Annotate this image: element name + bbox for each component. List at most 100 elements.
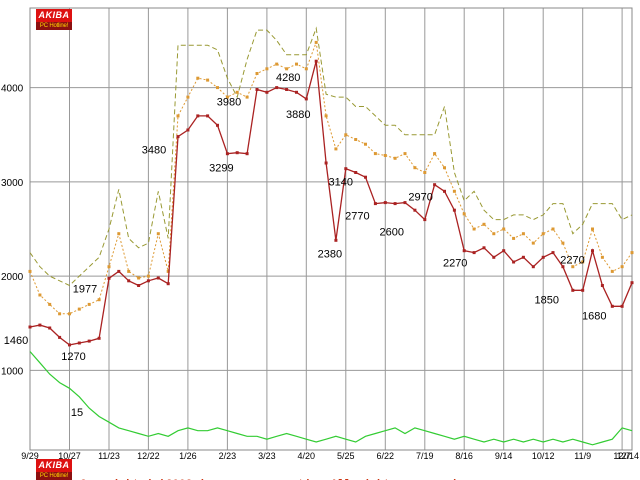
solid-red-line-marker	[373, 202, 377, 206]
dotted-orange-line-marker	[403, 152, 407, 156]
point-label: 4280	[276, 72, 300, 84]
y-tick-label: 2000	[1, 272, 24, 283]
solid-red-line-marker	[97, 336, 101, 340]
dotted-orange-line-marker	[492, 232, 496, 236]
dotted-orange-line-marker	[334, 147, 338, 151]
solid-red-line-marker	[68, 343, 71, 347]
x-tick-label: 9/14	[495, 451, 513, 461]
solid-red-line-marker	[176, 135, 180, 139]
dotted-orange-line-marker	[48, 302, 52, 306]
point-label: 2270	[560, 255, 584, 267]
solid-red-line-marker	[216, 123, 219, 127]
dotted-orange-line-marker	[452, 189, 456, 193]
solid-red-line-marker	[196, 114, 200, 118]
solid-red-line-marker	[255, 88, 259, 91]
point-label: 3140	[329, 177, 353, 189]
x-tick-label: 11/9	[574, 451, 591, 461]
dotted-orange-line	[29, 42, 633, 315]
dotted-orange-line-marker	[571, 265, 575, 269]
solid-red-line-marker	[334, 238, 338, 242]
dotted-orange-line-marker	[324, 114, 328, 118]
dotted-orange-line-marker	[127, 269, 131, 273]
solid-red-line-marker	[354, 171, 358, 174]
solid-red-line-marker	[58, 335, 62, 339]
solid-red-line-marker	[364, 175, 367, 179]
solid-red-line-marker	[531, 265, 535, 269]
solid-red-line-marker	[166, 282, 170, 286]
solid-red-line-marker	[610, 304, 614, 308]
solid-red-line-marker	[443, 189, 446, 193]
dotted-orange-line-marker	[137, 276, 141, 280]
solid-red-line-marker	[512, 260, 516, 264]
dotted-orange-line-marker	[423, 171, 427, 174]
dotted-orange-line-marker	[186, 95, 190, 99]
akiba-logo-top: AKIBA PC Hotline!	[36, 9, 72, 30]
dotted-orange-line-marker	[393, 156, 397, 160]
solid-red-line-marker	[462, 249, 466, 253]
dotted-orange-line-marker	[235, 90, 239, 94]
x-tick-label: 3/23	[258, 451, 276, 461]
dotted-orange-line-marker	[521, 232, 525, 236]
solid-red-line-marker	[304, 97, 308, 101]
dotted-orange-line-marker	[225, 95, 229, 99]
solid-red-line-marker	[403, 201, 407, 205]
solid-red-line-marker	[225, 152, 229, 156]
dotted-orange-line-marker	[255, 72, 259, 75]
dotted-orange-line-marker	[97, 298, 101, 302]
dotted-orange-line-marker	[166, 269, 170, 273]
dotted-orange-line-marker	[502, 227, 506, 231]
solid-red-line-marker	[117, 269, 121, 273]
x-tick-label: 10/27	[58, 451, 81, 461]
dotted-orange-line-marker	[77, 307, 81, 311]
solid-red-line-marker	[38, 323, 42, 327]
x-tick-label: 7/19	[416, 451, 434, 461]
dashed-olive-line	[29, 26, 633, 287]
dotted-orange-line-marker	[285, 67, 289, 71]
pc-hotline-logo-subtitle: PC Hotline!	[36, 472, 72, 480]
solid-red-line-marker	[581, 288, 585, 292]
solid-red-line-marker	[206, 114, 210, 118]
solid-red-line-marker	[423, 218, 427, 222]
point-label: 1850	[535, 294, 559, 306]
dotted-orange-line-marker	[531, 241, 535, 245]
point-label: 3880	[286, 109, 310, 121]
point-label: 2600	[380, 227, 404, 239]
solid-red-line-marker	[561, 265, 565, 269]
dotted-orange-line-marker	[620, 265, 624, 269]
solid-red-line-marker	[107, 276, 111, 280]
dotted-orange-line-marker	[196, 76, 200, 80]
solid-red-line-marker	[600, 284, 604, 287]
y-tick-label: 4000	[1, 84, 24, 95]
dotted-orange-line-marker	[472, 227, 476, 231]
solid-red-line-marker	[137, 284, 141, 287]
solid-red-line-marker	[265, 90, 269, 94]
dotted-orange-line-marker	[610, 269, 614, 273]
dotted-orange-line-marker	[551, 227, 555, 231]
dotted-orange-line-marker	[314, 40, 318, 44]
point-label: 1680	[582, 310, 606, 322]
dotted-orange-line-marker	[354, 138, 358, 141]
y-tick-label: 1000	[1, 366, 24, 377]
footer: Copyright (c)2002 impress corporation Al…	[80, 459, 463, 480]
dotted-orange-line-marker	[482, 222, 486, 226]
x-tick-label: 4/20	[298, 451, 316, 461]
point-label: 3299	[209, 163, 233, 175]
x-tick-label: 5/25	[337, 451, 355, 461]
dotted-orange-line-marker	[146, 274, 150, 278]
dotted-orange-line-marker	[295, 62, 298, 66]
dotted-orange-line-marker	[117, 232, 121, 236]
dotted-orange-line-marker	[512, 236, 516, 240]
solid-red-line-marker	[630, 281, 634, 285]
point-label: 15	[71, 407, 83, 419]
dotted-orange-line-marker	[245, 95, 249, 99]
dotted-orange-line-marker	[304, 67, 308, 71]
solid-red-line-marker	[156, 276, 160, 280]
dotted-orange-line-marker	[373, 152, 377, 156]
solid-red-line-marker	[502, 249, 506, 253]
solid-red-line-marker	[314, 59, 318, 63]
solid-red-line-marker	[48, 326, 52, 330]
solid-red-line-marker	[186, 128, 190, 132]
solid-red-line-marker	[492, 255, 496, 259]
akiba-logo-title: AKIBA	[36, 9, 72, 22]
